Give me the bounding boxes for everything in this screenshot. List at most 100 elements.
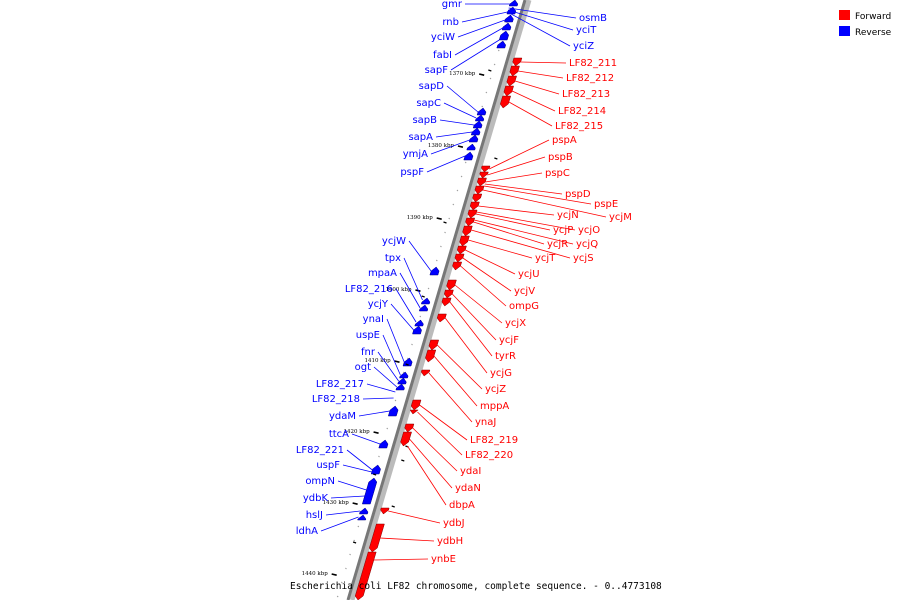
gene-arrow-reverse[interactable] [498,30,509,41]
gene-label-pspa[interactable]: pspA [552,135,577,146]
gene-arrow-reverse[interactable] [361,477,378,505]
gene-label-tpx[interactable]: tpx [385,253,401,264]
gene-label-ycjs[interactable]: ycjS [573,253,594,264]
gene-arrow-reverse[interactable] [508,0,519,7]
gene-arrow-forward[interactable] [462,225,473,237]
gene-arrow-reverse[interactable] [501,22,512,31]
gene-arrow-reverse[interactable] [414,319,424,327]
gene-label-sapb[interactable]: sapB [412,115,437,126]
gene-label-lf82_221[interactable]: LF82_221 [296,445,344,456]
gene-label-lf82_212[interactable]: LF82_212 [566,73,614,84]
gene-arrow-reverse[interactable] [418,304,429,312]
gene-label-sapc[interactable]: sapC [416,98,441,109]
gene-arrow-forward[interactable] [474,185,485,195]
gene-arrow-reverse[interactable] [470,127,481,136]
gene-label-lf82_214[interactable]: LF82_214 [558,106,606,117]
gene-label-ycjw[interactable]: ycjW [382,236,406,247]
gene-arrow-forward[interactable] [452,261,463,271]
gene-arrow-forward[interactable] [380,507,390,515]
gene-label-ldha[interactable]: ldhA [296,526,318,537]
gene-label-rnb[interactable]: rnb [442,17,459,28]
gene-label-ycjv[interactable]: ycjV [514,286,535,297]
gene-arrow-reverse[interactable] [429,266,440,276]
gene-arrow-reverse[interactable] [468,134,479,143]
gene-label-ycjf[interactable]: ycjF [499,335,519,346]
gene-arrow-reverse[interactable] [399,371,409,379]
gene-label-lf82_211[interactable]: LF82_211 [569,58,617,69]
gene-arrow-reverse[interactable] [412,325,422,335]
gene-label-tyrr[interactable]: tyrR [495,351,516,362]
gene-label-ycjm[interactable]: ycjM [609,212,632,223]
gene-arrow-reverse[interactable] [474,114,485,122]
gene-label-gmr[interactable]: gmr [442,0,463,10]
gene-label-yciw[interactable]: yciW [431,32,455,43]
gene-arrow-forward[interactable] [477,177,487,187]
gene-arrow-forward[interactable] [481,165,491,173]
gene-label-ycjr[interactable]: ycjR [547,239,568,250]
gene-label-lf82_219[interactable]: LF82_219 [470,435,518,446]
gene-label-lf82_218[interactable]: LF82_218 [312,394,360,405]
gene-label-ycjz[interactable]: ycjZ [485,384,506,395]
gene-label-ymja[interactable]: ymjA [403,149,428,160]
gene-arrow-reverse[interactable] [496,40,506,49]
gene-label-pspc[interactable]: pspC [545,168,570,179]
gene-arrow-forward[interactable] [457,245,467,255]
gene-arrow-forward[interactable] [425,349,437,363]
gene-label-lf82_213[interactable]: LF82_213 [562,89,610,100]
gene-label-ogt[interactable]: ogt [355,362,371,373]
gene-label-dbpa[interactable]: dbpA [449,500,475,511]
gene-label-mpaa[interactable]: mpaA [368,268,397,279]
gene-label-lf82_220[interactable]: LF82_220 [465,450,513,461]
gene-label-ydam[interactable]: ydaM [329,411,356,422]
gene-arrow-forward[interactable] [421,369,431,377]
gene-label-lf82_217[interactable]: LF82_217 [316,379,364,390]
gene-label-ompg[interactable]: ompG [509,301,539,312]
gene-label-hslj[interactable]: hslJ [306,510,323,521]
gene-arrow-forward[interactable] [465,217,476,227]
gene-arrow-reverse[interactable] [402,357,413,367]
gene-label-ydbh[interactable]: ydbH [437,536,463,547]
gene-label-ynai[interactable]: ynaI [363,314,384,325]
gene-label-ydbj[interactable]: ydbJ [443,518,465,529]
gene-arrow-reverse[interactable] [463,151,474,161]
gene-label-sapf[interactable]: sapF [425,65,449,76]
gene-arrow-forward[interactable] [400,431,412,447]
gene-label-pspb[interactable]: pspB [548,152,573,163]
gene-arrow-forward[interactable] [469,201,480,211]
gene-arrow-forward[interactable] [428,339,440,351]
gene-arrow-forward[interactable] [454,253,465,263]
gene-arrow-forward[interactable] [410,399,422,411]
gene-arrow-reverse[interactable] [504,14,514,23]
gene-label-ydai[interactable]: ydaI [460,466,481,477]
gene-arrow-forward[interactable] [500,95,512,109]
gene-label-ycjg[interactable]: ycjG [490,368,512,379]
gene-arrow-reverse[interactable] [378,439,389,449]
gene-arrow-reverse[interactable] [472,120,483,129]
gene-label-sapa[interactable]: sapA [408,132,433,143]
gene-arrow-forward[interactable] [369,523,385,553]
gene-arrow-forward[interactable] [503,85,514,97]
gene-label-osmb[interactable]: osmB [579,13,607,24]
gene-arrow-reverse[interactable] [370,464,381,475]
gene-label-ycjq[interactable]: ycjQ [576,239,598,250]
gene-label-uspf[interactable]: uspF [316,460,340,471]
gene-arrow-reverse[interactable] [357,514,367,521]
gene-label-ycjy[interactable]: ycjY [368,299,389,310]
gene-arrow-forward[interactable] [479,171,489,179]
gene-label-ycjn[interactable]: ycjN [557,210,579,221]
gene-arrow-forward[interactable] [436,313,447,323]
gene-label-uspe[interactable]: uspE [356,330,380,341]
gene-label-ycjo[interactable]: ycjO [578,225,600,236]
gene-arrow-forward[interactable] [459,235,470,247]
gene-arrow-reverse[interactable] [397,377,407,385]
gene-label-ycjx[interactable]: ycjX [505,318,526,329]
gene-label-ydbk[interactable]: ydbK [303,493,329,504]
gene-label-ttca[interactable]: ttcA [329,429,349,440]
gene-label-fabi[interactable]: fabI [433,50,452,61]
gene-arrow-forward[interactable] [441,297,452,307]
gene-label-mppa[interactable]: mppA [480,401,509,412]
gene-label-pspe[interactable]: pspE [594,199,618,210]
gene-arrow-forward[interactable] [444,289,454,299]
gene-label-ynaj[interactable]: ynaJ [475,417,496,428]
gene-label-fnr[interactable]: fnr [361,347,376,358]
